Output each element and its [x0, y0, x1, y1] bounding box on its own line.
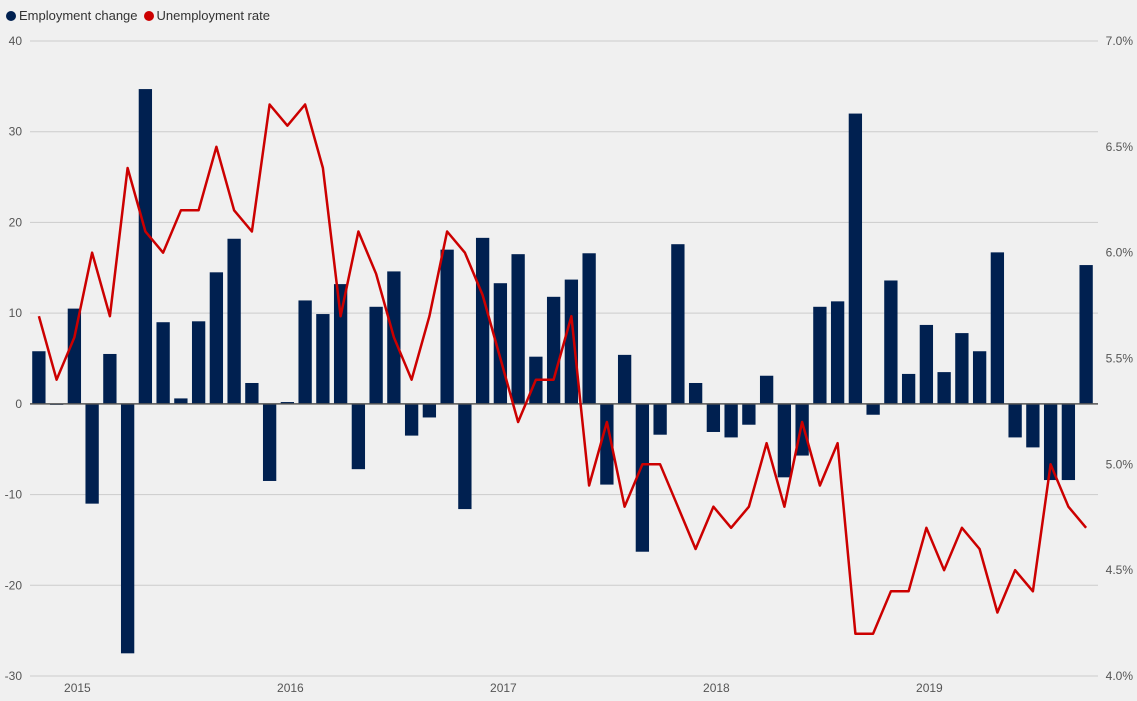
left-tick-label: -20 — [5, 578, 23, 592]
left-tick-label: 0 — [15, 397, 22, 411]
employment-bars — [32, 89, 1093, 654]
right-tick-label: 6.0% — [1106, 246, 1134, 260]
employment-bar[interactable] — [955, 333, 969, 404]
employment-bar[interactable] — [351, 403, 366, 470]
employment-bar[interactable] — [830, 301, 845, 404]
employment-bar[interactable] — [1008, 403, 1022, 438]
employment-bar[interactable] — [972, 351, 987, 404]
left-tick-label: -30 — [5, 669, 23, 683]
employment-bar[interactable] — [209, 272, 224, 404]
employment-bar[interactable] — [884, 280, 898, 404]
employment-bar[interactable] — [742, 403, 756, 425]
right-tick-label: 5.5% — [1106, 352, 1134, 366]
x-axis: 2015 2016 2017 2018 2019 — [64, 681, 943, 695]
employment-bar[interactable] — [546, 296, 561, 404]
employment-bar[interactable] — [582, 253, 596, 404]
employment-bar[interactable] — [422, 403, 437, 418]
employment-bar[interactable] — [440, 249, 454, 404]
employment-bar[interactable] — [653, 403, 667, 435]
employment-bar[interactable] — [475, 237, 490, 404]
x-tick-label: 2015 — [64, 681, 91, 695]
left-tick-label: 40 — [9, 34, 23, 48]
employment-bar[interactable] — [280, 402, 295, 404]
left-axis: 40 30 20 10 0 -10 -20 -30 — [5, 34, 23, 683]
employment-bar[interactable] — [245, 382, 259, 404]
employment-bar[interactable] — [85, 403, 99, 504]
right-tick-label: 7.0% — [1106, 34, 1134, 48]
employment-bar[interactable] — [564, 279, 579, 404]
right-tick-label: 6.5% — [1106, 140, 1134, 154]
left-tick-label: -10 — [5, 488, 23, 502]
x-tick-label: 2017 — [490, 681, 517, 695]
employment-bar[interactable] — [369, 306, 383, 404]
right-tick-label: 5.0% — [1106, 457, 1134, 471]
employment-bar[interactable] — [990, 252, 1005, 404]
left-tick-label: 10 — [9, 306, 23, 320]
employment-bar[interactable] — [688, 382, 703, 404]
employment-bar[interactable] — [298, 300, 312, 404]
employment-bar[interactable] — [67, 308, 82, 404]
employment-bar[interactable] — [511, 254, 525, 404]
chart-legend: Employment change Unemployment rate — [6, 8, 270, 23]
unemployment-line — [37, 103, 1088, 635]
employment-bar[interactable] — [191, 321, 206, 404]
employment-bar[interactable] — [617, 354, 632, 404]
employment-bar[interactable] — [759, 375, 774, 404]
employment-bar[interactable] — [724, 403, 738, 438]
unemployment-rate-line[interactable] — [37, 103, 1088, 635]
employment-bar[interactable] — [174, 398, 188, 404]
x-tick-label: 2018 — [703, 681, 730, 695]
legend-label-employment: Employment change — [19, 8, 138, 23]
employment-bar[interactable] — [866, 403, 880, 415]
right-axis: 7.0% 6.5% 6.0% 5.5% 5.0% 4.5% 4.0% — [1106, 34, 1134, 683]
employment-bar[interactable] — [901, 373, 916, 404]
employment-bar[interactable] — [458, 403, 472, 510]
employment-bar[interactable] — [937, 372, 951, 404]
employment-bar[interactable] — [671, 244, 685, 404]
employment-bar[interactable] — [777, 403, 792, 478]
employment-bar[interactable] — [1043, 403, 1058, 481]
x-tick-label: 2016 — [277, 681, 304, 695]
employment-bar[interactable] — [138, 89, 153, 404]
employment-bar[interactable] — [120, 403, 135, 654]
employment-swatch-icon — [6, 10, 16, 21]
employment-bar[interactable] — [600, 403, 614, 485]
employment-bar[interactable] — [1061, 403, 1076, 481]
x-tick-label: 2019 — [916, 681, 943, 695]
unemployment-swatch-icon — [143, 10, 154, 21]
employment-bar[interactable] — [635, 403, 650, 552]
left-tick-label: 20 — [9, 215, 23, 229]
employment-bar[interactable] — [227, 238, 241, 404]
employment-bar[interactable] — [919, 324, 934, 404]
right-tick-label: 4.5% — [1106, 563, 1134, 577]
employment-bar[interactable] — [103, 353, 117, 404]
employment-bar[interactable] — [1026, 403, 1040, 448]
right-tick-label: 4.0% — [1106, 669, 1134, 683]
employment-bar[interactable] — [404, 403, 419, 436]
employment-bar[interactable] — [848, 113, 863, 404]
employment-bar[interactable] — [262, 403, 277, 481]
employment-bar[interactable] — [333, 284, 348, 404]
employment-bar[interactable] — [156, 322, 170, 404]
employment-bar[interactable] — [32, 351, 46, 404]
left-tick-label: 30 — [9, 125, 23, 139]
employment-bar[interactable] — [1079, 265, 1093, 404]
gridlines — [30, 40, 1098, 677]
legend-label-unemployment: Unemployment rate — [156, 8, 270, 23]
employment-bar[interactable] — [316, 314, 330, 404]
legend-item-unemployment[interactable]: Unemployment rate — [143, 8, 270, 23]
legend-item-employment[interactable]: Employment change — [6, 8, 138, 23]
employment-bar[interactable] — [706, 403, 721, 432]
employment-bar[interactable] — [813, 306, 827, 404]
